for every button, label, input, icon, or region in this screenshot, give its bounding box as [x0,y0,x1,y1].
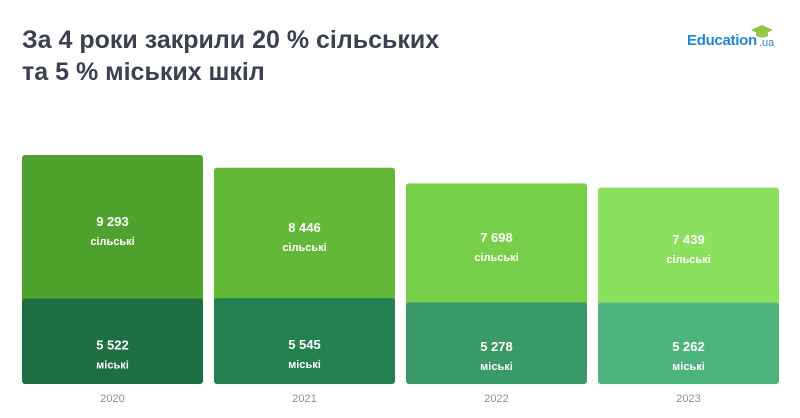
bar-miski-2023 [598,302,779,384]
x-tick-label-2023: 2023 [676,393,700,405]
logo-tld-text: .ua [759,37,775,49]
series-label-miski-2021: міські [288,359,321,371]
bar-miski-2020 [22,298,203,384]
series-label-silski-2023: сільські [666,254,710,266]
graduation-cap-icon [751,25,773,38]
x-tick-label-2020: 2020 [100,393,124,405]
value-label-silski-2021: 8 446 [288,220,321,235]
bar-miski-2021 [214,298,395,384]
chart-title-line-2: та 5 % міських шкіл [22,58,265,86]
x-tick-label-2021: 2021 [292,393,316,405]
value-label-silski-2023: 7 439 [672,232,705,247]
bar-silski-2020 [22,155,203,309]
series-label-miski-2023: міські [672,361,705,373]
series-label-silski-2022: сільські [474,252,518,264]
bar-silski-2022 [406,183,587,313]
x-tick-label-2022: 2022 [484,393,508,405]
bar-miski-2022 [406,302,587,384]
value-label-miski-2020: 5 522 [96,337,129,352]
series-label-miski-2020: міські [96,359,129,371]
series-label-silski-2021: сільські [282,242,326,254]
value-label-silski-2020: 9 293 [96,214,129,229]
bar-silski-2023 [598,187,779,313]
chart-title-line-1: За 4 роки закрили 20 % сільських [22,26,440,54]
value-label-miski-2023: 5 262 [672,339,705,354]
value-label-miski-2022: 5 278 [480,339,513,354]
series-label-miski-2022: міські [480,361,513,373]
logo-main-text: Education [687,32,757,49]
value-label-miski-2021: 5 545 [288,337,321,352]
series-label-silski-2020: сільські [90,236,134,248]
value-label-silski-2022: 7 698 [480,230,513,245]
chart-title: За 4 роки закрили 20 % сільських та 5 % … [22,24,439,88]
bar-silski-2021 [214,167,395,309]
